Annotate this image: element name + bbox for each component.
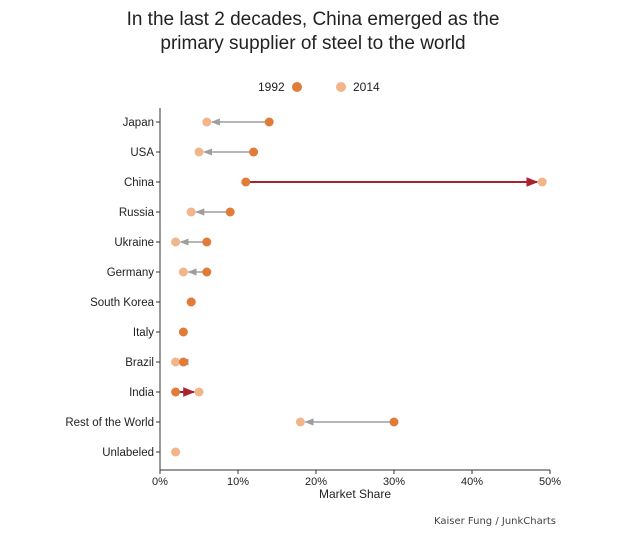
- category-label: China: [124, 177, 155, 189]
- point-2014: [178, 267, 188, 277]
- point-1992: [202, 267, 212, 277]
- legend-marker-1992: [291, 82, 302, 92]
- point-2014: [194, 387, 204, 397]
- point-1992: [178, 327, 188, 337]
- credit: Kaiser Fung / JunkCharts: [433, 516, 556, 527]
- x-axis-title: Market Share: [319, 487, 391, 501]
- x-tick-label: 10%: [227, 476, 249, 488]
- chart-title-line2: primary supplier of steel to the world: [160, 33, 466, 54]
- category-label: Russia: [119, 207, 155, 219]
- category-label: USA: [130, 147, 154, 159]
- point-1992: [264, 117, 274, 127]
- category-label: Unlabeled: [102, 447, 154, 459]
- x-tick-label: 30%: [383, 476, 405, 488]
- category-label: Rest of the World: [65, 417, 154, 429]
- legend-label-2014: 2014: [353, 80, 380, 94]
- legend-label-1992: 1992: [258, 80, 285, 94]
- point-2014: [171, 447, 181, 457]
- point-1992: [389, 417, 399, 427]
- legend-marker-2014: [336, 82, 346, 92]
- x-tick-label: 40%: [461, 476, 483, 488]
- point-1992: [249, 147, 259, 157]
- legend-item-1992: 1992: [258, 80, 302, 94]
- point-1992: [202, 237, 212, 247]
- point-2014: [202, 117, 212, 127]
- chart-title: In the last 2 decades, China emerged as …: [0, 8, 626, 56]
- point-2014: [194, 147, 204, 157]
- point-2014: [186, 207, 196, 217]
- x-tick-label: 20%: [305, 476, 327, 488]
- point-2014: [171, 357, 181, 367]
- category-label: India: [129, 387, 155, 399]
- category-label: South Korea: [90, 297, 155, 309]
- point-2014: [295, 417, 305, 427]
- point-2014: [537, 177, 547, 187]
- x-tick-label: 0%: [152, 476, 168, 488]
- x-tick-label: 50%: [539, 476, 561, 488]
- point-1992: [171, 387, 181, 397]
- category-label: Italy: [133, 327, 154, 339]
- chart-title-line1: In the last 2 decades, China emerged as …: [126, 9, 500, 30]
- point-1992: [186, 297, 196, 307]
- point-2014: [171, 237, 181, 247]
- legend: 1992 2014: [0, 80, 626, 98]
- point-1992: [225, 207, 235, 217]
- point-1992: [178, 357, 188, 367]
- category-label: Ukraine: [114, 237, 154, 249]
- point-1992: [241, 177, 251, 187]
- category-label: Brazil: [125, 357, 154, 369]
- category-label: Germany: [107, 267, 155, 279]
- legend-item-2014: 2014: [336, 80, 380, 94]
- category-label: Japan: [123, 117, 154, 129]
